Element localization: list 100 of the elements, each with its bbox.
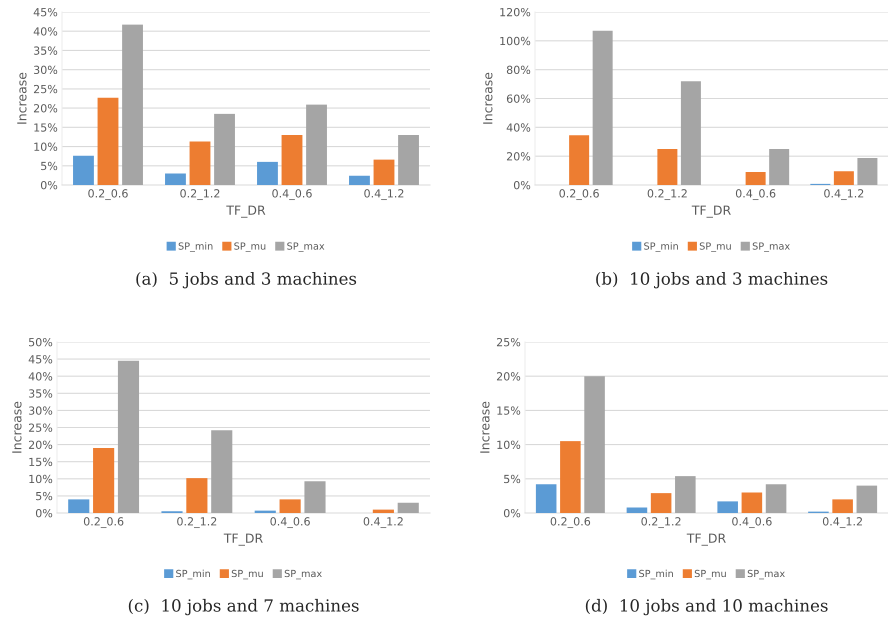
x-tick-label: 0.4_1.2 <box>364 189 404 200</box>
bar <box>165 173 186 185</box>
y-axis-title: Increase <box>12 402 22 453</box>
x-tick-label: 0.2_1.2 <box>177 517 216 528</box>
bar <box>190 142 210 185</box>
y-tick-label: 25% <box>28 423 52 432</box>
bar <box>746 172 766 185</box>
legend-label: SP_mu <box>694 570 726 580</box>
bar <box>675 476 696 513</box>
bar <box>372 510 394 513</box>
bar <box>856 486 878 513</box>
bar <box>680 81 701 185</box>
y-axis-title: Increase <box>483 72 492 124</box>
y-tick-label: 60% <box>506 94 530 103</box>
y-tick-label: 0% <box>40 180 58 190</box>
legend-label: SP_max <box>752 242 790 252</box>
legend-label: SP_max <box>287 242 324 252</box>
y-tick-label: 20% <box>496 372 520 381</box>
x-tick-label: 0.4_0.6 <box>732 517 772 528</box>
x-axis-title: TF_DR <box>224 534 263 546</box>
legend-label: SP_min <box>178 242 212 252</box>
y-tick-label: 100% <box>500 36 530 46</box>
x-tick-label: 0.4_0.6 <box>270 517 310 528</box>
y-tick-label: 80% <box>506 66 530 74</box>
bar <box>834 171 854 185</box>
y-tick-label: 35% <box>28 389 52 398</box>
y-tick-label: 10% <box>29 474 52 484</box>
bar <box>657 148 678 185</box>
y-tick-label: 5% <box>504 474 520 484</box>
y-tick-label: 40% <box>28 372 52 381</box>
bar <box>93 448 114 513</box>
bar <box>626 508 648 513</box>
x-tick-label: 0.2_0.6 <box>84 517 124 528</box>
bar <box>560 441 581 513</box>
y-tick-label: 0% <box>36 508 52 518</box>
legend-label: SP_min <box>176 570 210 580</box>
y-tick-label: 25% <box>496 338 520 346</box>
y-tick-label: 5% <box>36 492 52 500</box>
bar <box>282 135 302 185</box>
y-tick-label: 10% <box>497 440 520 449</box>
bar <box>769 148 790 185</box>
y-tick-label: 45% <box>34 8 58 16</box>
bar <box>650 493 672 513</box>
bar <box>68 499 90 513</box>
bar <box>592 30 613 185</box>
bar <box>742 492 762 513</box>
legend-label: SP_mu <box>234 242 266 252</box>
y-tick-label: 40% <box>34 27 58 36</box>
x-tick-label: 0.4_1.2 <box>822 517 862 528</box>
text: (d) 10 jobs and 10 machines <box>586 598 828 616</box>
y-tick-label: 30% <box>34 66 58 74</box>
x-tick-label: 0.2_0.6 <box>559 189 599 200</box>
y-tick-label: 20% <box>28 440 52 449</box>
y-tick-label: 15% <box>29 458 52 466</box>
bar <box>374 160 394 185</box>
x-axis-title: TF_DR <box>226 206 266 218</box>
bar <box>257 162 278 185</box>
bar <box>536 484 556 513</box>
x-tick-label: 0.4_0.6 <box>272 189 312 200</box>
y-tick-label: 35% <box>34 46 58 55</box>
y-tick-label: 120% <box>500 8 530 16</box>
x-axis-title: TF_DR <box>686 534 726 546</box>
y-tick-label: 50% <box>28 338 52 346</box>
x-tick-label: 0.2_1.2 <box>641 517 680 528</box>
bar <box>398 135 419 185</box>
y-tick-label: 0% <box>514 180 530 190</box>
bar <box>280 499 301 513</box>
x-tick-label: 0.4_1.2 <box>824 189 864 200</box>
y-tick-label: 20% <box>34 104 58 112</box>
y-tick-label: 30% <box>28 406 52 415</box>
y-axis-title: Increase <box>480 402 490 453</box>
legend-label: SP_min <box>639 570 673 580</box>
text: (c) 10 jobs and 7 machines <box>128 598 359 616</box>
x-axis-title: TF_DR <box>692 206 731 218</box>
x-tick-label: 0.4_1.2 <box>364 517 403 528</box>
bar <box>717 501 738 513</box>
bar <box>73 156 94 185</box>
y-tick-label: 15% <box>34 123 58 132</box>
bar <box>766 484 786 513</box>
y-tick-label: 20% <box>506 152 530 161</box>
bar <box>98 98 118 185</box>
bar <box>122 24 143 185</box>
y-tick-label: 45% <box>28 355 52 364</box>
bar <box>304 481 326 513</box>
x-tick-label: 0.2_0.6 <box>550 517 590 528</box>
bar <box>832 499 853 513</box>
bar <box>398 502 419 513</box>
y-tick-label: 0% <box>504 508 520 518</box>
y-tick-label: 40% <box>506 123 530 132</box>
bar <box>214 114 235 185</box>
bar <box>306 104 327 185</box>
legend-label: SP_mu <box>700 242 731 252</box>
legend-label: SP_min <box>644 242 678 252</box>
legend-label: SP_max <box>284 570 322 580</box>
text: (b) 10 jobs and 3 machines <box>596 272 828 288</box>
y-tick-label: 5% <box>41 162 58 170</box>
bar <box>349 176 370 185</box>
legend-label: SP_max <box>748 570 785 580</box>
legend-label: SP_mu <box>232 570 263 580</box>
bar <box>584 376 605 513</box>
